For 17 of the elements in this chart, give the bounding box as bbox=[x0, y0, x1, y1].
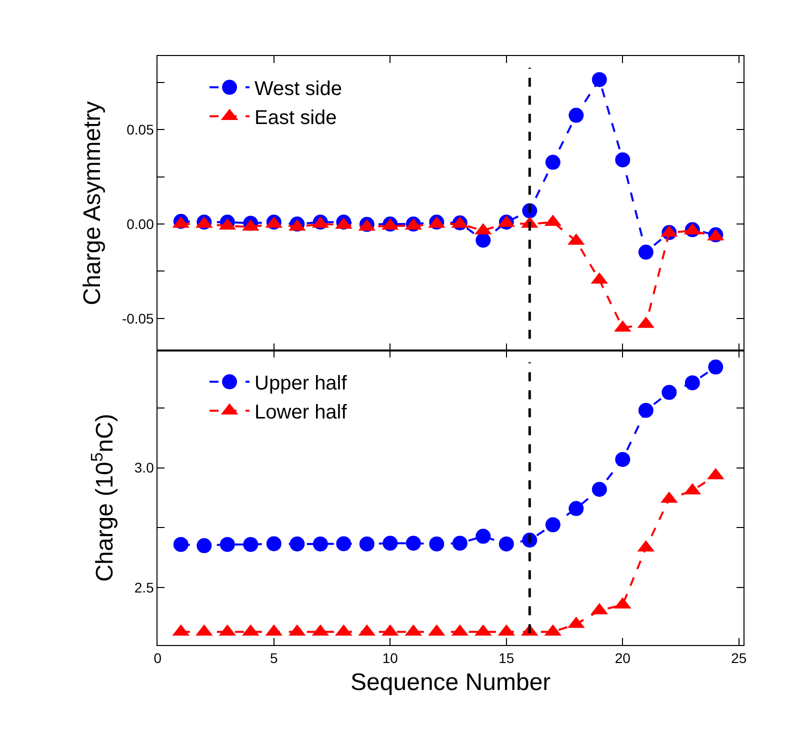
legend-label: West side bbox=[254, 78, 342, 100]
x-tick-label: 25 bbox=[731, 650, 747, 666]
x-tick-label: 0 bbox=[154, 650, 162, 666]
x-tick-label: 10 bbox=[382, 650, 398, 666]
x-tick-label: 15 bbox=[498, 650, 514, 666]
legend-label: Lower half bbox=[254, 402, 348, 424]
x-tick-label: 5 bbox=[270, 650, 278, 666]
y-tick-label: 0.05 bbox=[126, 122, 154, 138]
x-tick-label: 20 bbox=[614, 650, 631, 666]
legend-label: Upper half bbox=[254, 372, 348, 395]
y-tick-label: 3.0 bbox=[134, 460, 154, 476]
y-tick-label: 0.00 bbox=[126, 216, 154, 232]
y-tick-label: 2.5 bbox=[134, 579, 154, 596]
y-axis-title: Charge Asymmetry bbox=[79, 101, 106, 306]
legend-label: East side bbox=[254, 107, 337, 130]
x-axis-title: Sequence Number bbox=[350, 669, 551, 696]
y-tick-label: -0.05 bbox=[122, 310, 154, 326]
